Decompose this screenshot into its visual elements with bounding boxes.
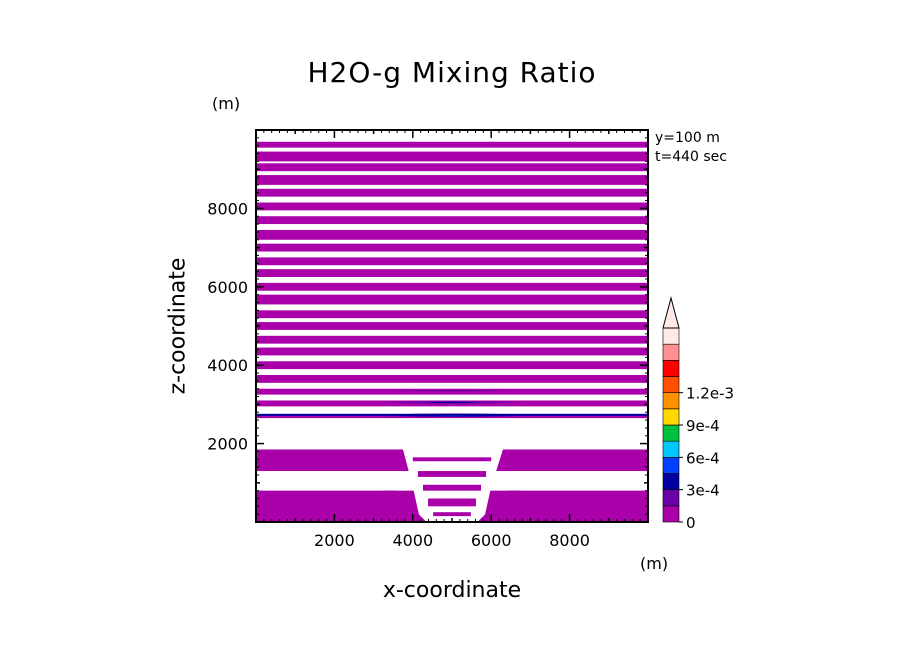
field-band — [256, 141, 648, 148]
field-band — [256, 294, 648, 305]
x-tick-label: 2000 — [314, 531, 355, 550]
plume-band — [417, 471, 487, 477]
plume-band — [412, 457, 492, 462]
y-tick-label: 2000 — [207, 435, 248, 454]
colorbar-swatch — [662, 343, 680, 361]
field-band — [256, 388, 648, 395]
field-band — [256, 335, 648, 344]
colorbar-swatch — [662, 424, 680, 442]
field-band — [256, 243, 648, 252]
y-axis-unit: (m) — [212, 94, 241, 113]
field-band — [256, 188, 648, 197]
colorbar-swatch — [662, 505, 680, 523]
x-tick-label: 6000 — [471, 531, 512, 550]
colorbar-swatch — [662, 360, 680, 377]
plume-strip — [477, 490, 521, 522]
field-band — [256, 322, 648, 330]
field-band — [256, 229, 648, 240]
colorbar-extend-arrow — [662, 296, 680, 329]
field-band — [256, 257, 648, 266]
field-band — [256, 175, 648, 185]
x-axis-unit: (m) — [640, 554, 669, 573]
colorbar-label: 0 — [686, 514, 696, 532]
field-band — [256, 361, 648, 370]
field-band — [256, 202, 648, 211]
colorbar-swatch — [662, 327, 680, 345]
colorbar-label: 9e-4 — [686, 417, 720, 435]
plume-strip — [383, 490, 427, 522]
y-tick-label: 4000 — [207, 356, 248, 375]
field-band — [256, 269, 648, 277]
field-band — [256, 151, 648, 162]
x-tick-label: 4000 — [392, 531, 433, 550]
colorbar-swatch — [662, 440, 680, 458]
field-band — [256, 282, 648, 291]
colorbar-swatch — [662, 408, 680, 426]
colorbar-swatch — [662, 392, 680, 410]
colorbar-swatch — [662, 489, 680, 507]
plume-band — [422, 484, 482, 491]
field-band — [256, 375, 648, 383]
colorbar-label: 6e-4 — [686, 449, 720, 467]
x-axis-label: x-coordinate — [382, 578, 522, 603]
colorbar-label: 1.2e-3 — [686, 385, 734, 403]
field-band — [256, 216, 648, 225]
annotation-y-position: y=100 m — [655, 130, 720, 146]
colorbar-swatch — [662, 473, 680, 490]
y-tick-label: 8000 — [207, 199, 248, 218]
contour-lens — [393, 389, 511, 392]
contour-lens — [424, 401, 480, 404]
colorbar-label: 3e-4 — [686, 482, 720, 500]
chart-title: H2O-g Mixing Ratio — [307, 56, 597, 89]
field-band — [256, 347, 648, 356]
y-tick-label: 6000 — [207, 278, 248, 297]
plume-band — [433, 512, 471, 517]
plume-band — [428, 498, 476, 507]
colorbar-swatch — [662, 457, 680, 474]
x-tick-label: 8000 — [549, 531, 590, 550]
colorbar-swatch — [662, 376, 680, 393]
field-band — [256, 310, 648, 319]
field-band — [256, 163, 648, 172]
contour-line — [256, 413, 648, 416]
annotation-time: t=440 sec — [655, 149, 727, 165]
